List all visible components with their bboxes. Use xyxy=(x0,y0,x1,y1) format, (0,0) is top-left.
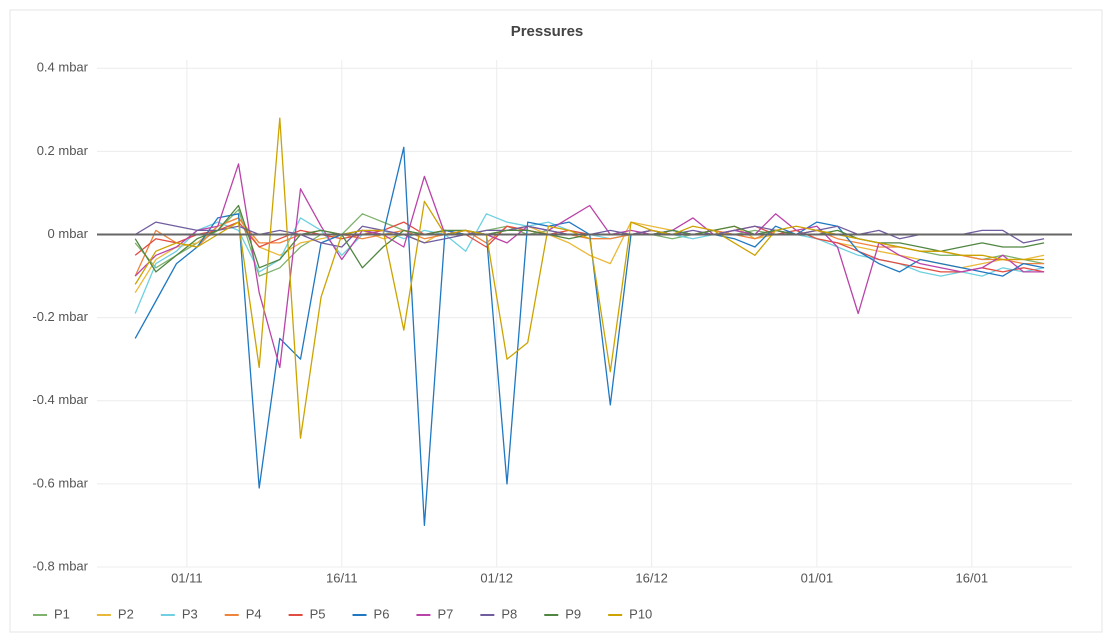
chart-title: Pressures xyxy=(511,23,584,40)
legend-label: P5 xyxy=(310,606,326,621)
y-tick-label: 0.4 mbar xyxy=(37,60,89,75)
legend-label: P1 xyxy=(54,606,70,621)
y-tick-label: -0.4 mbar xyxy=(32,392,88,407)
legend-label: P10 xyxy=(629,606,652,621)
legend-label: P9 xyxy=(565,606,581,621)
x-tick-label: 01/01 xyxy=(801,570,834,585)
y-tick-label: -0.6 mbar xyxy=(32,475,88,490)
x-tick-label: 01/12 xyxy=(480,570,513,585)
series-line xyxy=(134,117,1045,439)
y-tick-label: 0.2 mbar xyxy=(37,143,89,158)
panel xyxy=(9,9,1103,633)
legend-label: P2 xyxy=(118,606,134,621)
legend-label: P8 xyxy=(501,606,517,621)
series-line xyxy=(134,163,1045,369)
x-tick-label: 16/11 xyxy=(326,570,358,585)
legend-label: P7 xyxy=(437,606,453,621)
x-tick-label: 16/12 xyxy=(635,570,668,585)
legend-label: P6 xyxy=(374,606,390,621)
y-tick-label: -0.8 mbar xyxy=(32,558,88,573)
y-tick-label: 0 mbar xyxy=(48,226,89,241)
legend-label: P4 xyxy=(246,606,262,621)
legend-label: P3 xyxy=(182,606,198,621)
y-tick-label: -0.2 mbar xyxy=(32,309,88,324)
x-tick-label: 01/11 xyxy=(171,570,203,585)
x-tick-label: 16/01 xyxy=(956,570,989,585)
